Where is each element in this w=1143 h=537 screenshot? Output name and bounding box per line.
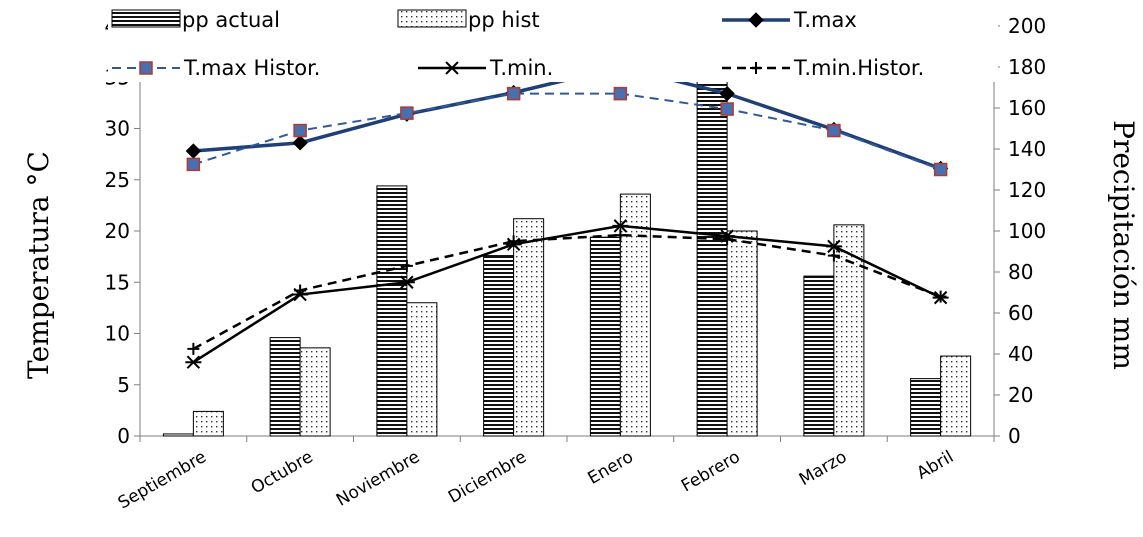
data-point xyxy=(827,123,841,138)
bar xyxy=(406,302,438,437)
data-point xyxy=(187,342,200,355)
y2-tick-label: 40 xyxy=(1008,342,1033,366)
data-point xyxy=(721,233,734,246)
bars xyxy=(162,58,972,437)
data-point xyxy=(933,162,948,177)
y-axis-title: Temperatura °C xyxy=(22,151,55,379)
data-point xyxy=(507,235,520,248)
y2-tick-label: 100 xyxy=(1008,219,1046,243)
y-tick-label: 10 xyxy=(105,322,130,346)
bar xyxy=(940,355,972,437)
bar xyxy=(269,337,301,437)
data-point xyxy=(720,102,734,116)
x-tick-label: Noviembre xyxy=(333,447,423,511)
x-tick-label: Abril xyxy=(913,447,957,484)
bar xyxy=(589,236,621,437)
y-tick-label: 5 xyxy=(117,373,130,397)
legend-label: T.max Histor. xyxy=(183,56,320,80)
data-point xyxy=(613,86,628,101)
y-tick-label: 25 xyxy=(105,168,130,192)
data-point xyxy=(614,229,627,242)
data-point xyxy=(139,61,153,75)
data-point xyxy=(825,239,842,254)
y2-tick-label: 120 xyxy=(1008,178,1046,202)
data-point xyxy=(293,123,307,138)
legend-label: T.min. xyxy=(489,56,553,80)
bar xyxy=(910,378,942,437)
data-point xyxy=(185,143,202,159)
bar xyxy=(299,347,331,437)
data-point xyxy=(506,86,521,101)
legend-label: pp actual xyxy=(182,8,280,32)
series-line xyxy=(192,224,942,364)
legend-swatch xyxy=(111,9,181,28)
bar xyxy=(376,185,408,437)
series-line xyxy=(193,65,942,171)
y-tick-label: 20 xyxy=(105,219,130,243)
x-tick-label: Marzo xyxy=(796,447,851,490)
axes: 0510152025303540020406080100120140160180… xyxy=(105,14,1047,513)
data-point xyxy=(719,85,735,102)
data-point xyxy=(750,62,762,74)
bar xyxy=(162,433,194,437)
x-tick-label: Enero xyxy=(584,447,636,489)
legend-label: T.min.Histor. xyxy=(793,56,924,80)
legend-swatch xyxy=(397,9,467,28)
y2-tick-label: 60 xyxy=(1008,301,1033,325)
x-tick-label: Septiembre xyxy=(115,447,210,513)
y2-tick-label: 160 xyxy=(1008,96,1046,120)
y-tick-label: 0 xyxy=(117,424,130,448)
bar xyxy=(696,58,728,437)
data-point xyxy=(748,12,764,28)
bar xyxy=(513,218,545,437)
bar xyxy=(803,275,835,437)
legend: pp actual pp hist T.max T.max Histor. T.min.… xyxy=(108,0,998,82)
legend-label: pp hist xyxy=(468,8,540,32)
data-point xyxy=(185,355,202,369)
data-point xyxy=(186,157,201,172)
bar xyxy=(483,255,515,437)
y-tick-label: 15 xyxy=(105,270,130,294)
data-point xyxy=(398,275,415,289)
y2-tick-label: 20 xyxy=(1008,383,1033,407)
data-point xyxy=(612,219,629,233)
y2-axis-title: Precipitación mm xyxy=(1107,120,1140,370)
series-line xyxy=(192,233,942,350)
legend-label: T.max xyxy=(793,8,857,32)
lines xyxy=(185,59,949,369)
bar xyxy=(619,193,651,437)
data-point xyxy=(294,284,307,297)
y2-tick-label: 140 xyxy=(1008,137,1046,161)
y2-tick-label: 180 xyxy=(1008,55,1046,79)
y2-tick-label: 80 xyxy=(1008,260,1033,284)
series-line xyxy=(193,92,941,171)
data-point xyxy=(827,249,840,262)
x-tick-label: Octubre xyxy=(248,447,317,498)
data-point xyxy=(400,259,413,272)
legend-background xyxy=(108,0,998,82)
bar xyxy=(192,410,224,437)
y2-tick-label: 0 xyxy=(1008,424,1021,448)
x-tick-label: Febrero xyxy=(678,447,744,496)
data-point xyxy=(292,135,308,151)
data-point xyxy=(444,61,460,75)
y-tick-label: 30 xyxy=(105,117,130,141)
data-point xyxy=(934,290,947,303)
bar xyxy=(726,230,758,437)
y2-tick-label: 200 xyxy=(1008,14,1046,38)
data-point xyxy=(400,106,414,120)
x-tick-label: Diciembre xyxy=(445,447,530,508)
